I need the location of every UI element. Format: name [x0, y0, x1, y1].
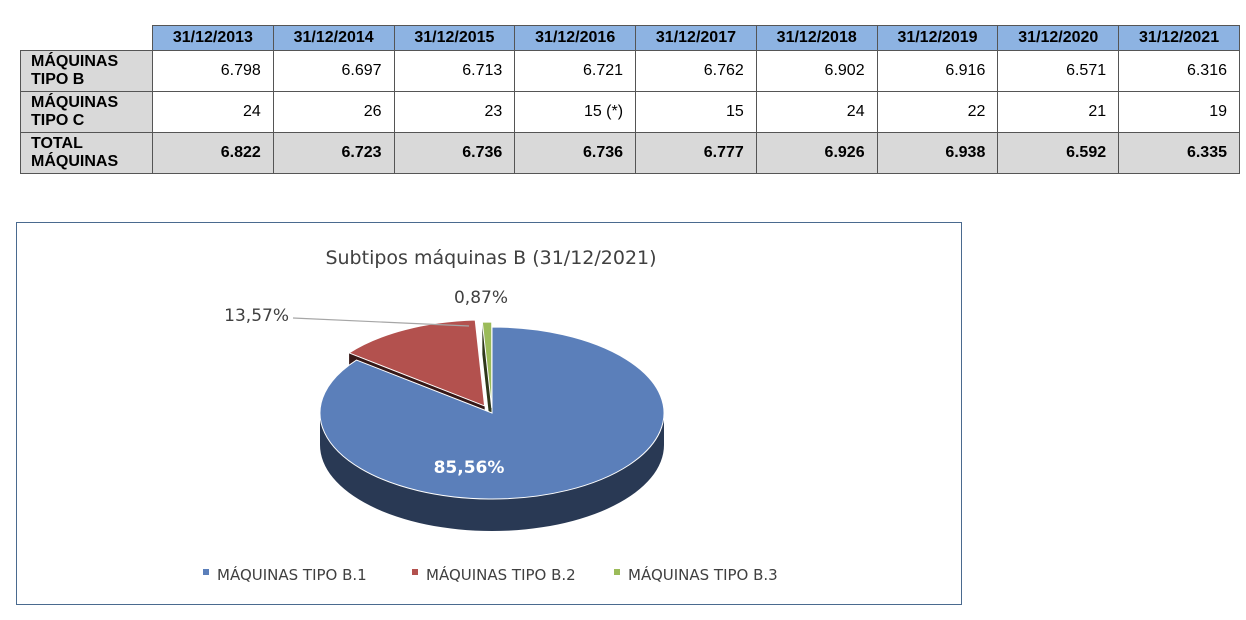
table-row: MÁQUINAS TIPO B 6.798 6.697 6.713 6.721 … [20, 50, 1240, 92]
row-label: TOTAL MÁQUINAS [20, 132, 153, 174]
table-cell: 15 [635, 91, 757, 133]
pie-chart: Subtipos máquinas B (31/12/2021) 85,56% 1… [203, 247, 778, 584]
row-label-line: TIPO B [31, 71, 85, 88]
table-cell: 6.316 [1118, 50, 1240, 92]
pie-slice-side [482, 322, 492, 441]
legend-item: MÁQUINAS TIPO B.1 [203, 565, 367, 584]
table-cell: 24 [755, 91, 878, 133]
pie-slice [347, 319, 486, 407]
table-cell: 15 (*) [514, 91, 637, 133]
pie-data-label: 13,57% [224, 306, 289, 326]
chart-title: Subtipos máquinas B (31/12/2021) [325, 247, 656, 269]
machines-table: 31/12/2013 31/12/2014 31/12/2015 31/12/2… [20, 25, 1240, 174]
table-cell: 6.902 [755, 50, 878, 92]
table-cell: 6.938 [876, 132, 999, 174]
table-cell: 6.736 [393, 132, 516, 174]
table-cell: 26 [272, 91, 395, 133]
column-header: 31/12/2020 [997, 25, 1120, 51]
table-cell: 6.697 [272, 50, 395, 92]
table-row-total: TOTAL MÁQUINAS 6.822 6.723 6.736 6.736 6… [20, 132, 1240, 174]
row-label-line: TIPO C [31, 112, 85, 129]
table-cell: 6.777 [635, 132, 757, 174]
row-label: MÁQUINAS TIPO B [20, 50, 153, 92]
pie-slice [481, 321, 493, 409]
legend-label: MÁQUINAS TIPO B.2 [426, 565, 576, 584]
column-header: 31/12/2017 [635, 25, 757, 51]
table-row: MÁQUINAS TIPO C 24 26 23 15 (*) 15 24 22… [20, 91, 1240, 133]
row-label-line: MÁQUINAS [31, 94, 119, 111]
legend-item: MÁQUINAS TIPO B.2 [412, 565, 576, 584]
column-header: 31/12/2018 [755, 25, 878, 51]
table-cell: 6.762 [635, 50, 757, 92]
legend-label: MÁQUINAS TIPO B.1 [217, 565, 367, 584]
pie-chart-panel: Subtipos máquinas B (31/12/2021) 85,56% 1… [16, 222, 962, 605]
table-cell: 6.822 [152, 132, 274, 174]
pie-slice [319, 326, 665, 500]
table-cell: 6.916 [876, 50, 999, 92]
row-label-line: MÁQUINAS [31, 153, 119, 170]
table-cell: 6.571 [997, 50, 1120, 92]
column-header: 31/12/2013 [152, 25, 274, 51]
table-cell: 21 [997, 91, 1120, 133]
row-label-line: MÁQUINAS [31, 53, 119, 70]
legend-label: MÁQUINAS TIPO B.3 [628, 565, 778, 584]
table-cell: 24 [152, 91, 274, 133]
legend-item: MÁQUINAS TIPO B.3 [614, 565, 778, 584]
column-header: 31/12/2019 [876, 25, 999, 51]
legend-swatch [203, 569, 209, 575]
chart-legend: MÁQUINAS TIPO B.1 MÁQUINAS TIPO B.2 MÁQUIN… [203, 565, 778, 584]
table-cell: 6.926 [755, 132, 878, 174]
label-leader-line [292, 317, 470, 327]
column-header: 31/12/2014 [272, 25, 395, 51]
pie-slice-side [320, 413, 664, 531]
column-header: 31/12/2016 [514, 25, 637, 51]
row-label-line: TOTAL [31, 135, 83, 152]
legend-swatch [412, 569, 418, 575]
pie-slices [319, 319, 665, 531]
table-cell: 6.713 [393, 50, 516, 92]
column-header: 31/12/2015 [393, 25, 516, 51]
table-corner-cell [20, 25, 153, 51]
table-cell: 6.736 [514, 132, 637, 174]
table-cell: 19 [1118, 91, 1240, 133]
table-cell: 6.721 [514, 50, 637, 92]
pie-data-label: 0,87% [454, 288, 508, 308]
column-header: 31/12/2021 [1118, 25, 1240, 51]
table-cell: 6.798 [152, 50, 274, 92]
legend-swatch [614, 569, 620, 575]
pie-data-labels: 85,56% 13,57% 0,87% [224, 288, 508, 478]
table-cell: 6.335 [1118, 132, 1240, 174]
table-header-row: 31/12/2013 31/12/2014 31/12/2015 31/12/2… [20, 25, 1240, 51]
table-cell: 6.723 [272, 132, 395, 174]
pie-data-label: 85,56% [434, 458, 505, 478]
row-label: MÁQUINAS TIPO C [20, 91, 153, 133]
table-cell: 6.592 [997, 132, 1120, 174]
table-cell: 23 [393, 91, 516, 133]
table-cell: 22 [876, 91, 999, 133]
